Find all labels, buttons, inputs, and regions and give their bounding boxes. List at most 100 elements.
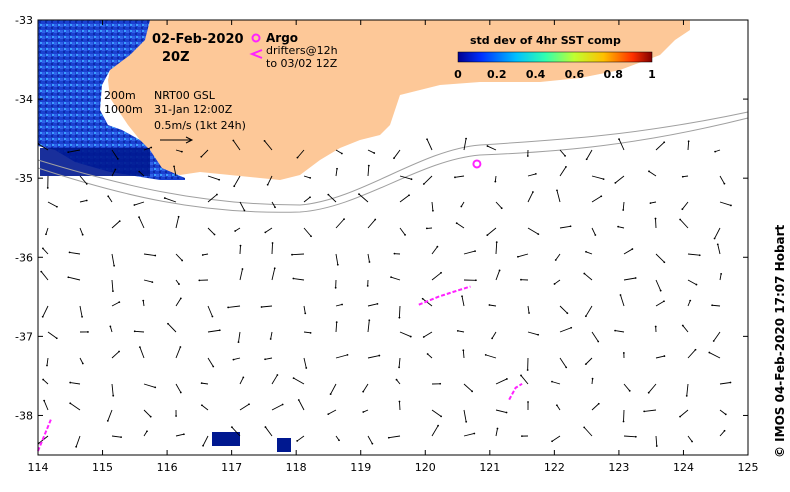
current-vector-head (112, 394, 115, 397)
current-vector (687, 435, 693, 442)
current-vector (687, 300, 691, 307)
x-tick-label: 119 (350, 461, 371, 474)
current-vector-head (181, 259, 184, 262)
current-vector-head (182, 433, 185, 436)
current-vector-head (81, 315, 83, 318)
x-tick-label: 115 (92, 461, 113, 474)
current-vector (75, 435, 81, 447)
current-vector (650, 201, 657, 204)
x-tick-label: 114 (28, 461, 49, 474)
current-vector-head (336, 263, 339, 266)
current-vector (111, 301, 120, 307)
current-vector (173, 166, 177, 177)
current-vector-head (276, 374, 279, 376)
current-vector (238, 331, 241, 343)
current-vector (207, 305, 213, 317)
current-vector-head (600, 195, 603, 198)
current-vector (79, 175, 88, 185)
current-vector (202, 435, 209, 446)
current-vector-head (685, 394, 688, 397)
current-vector-head (454, 176, 456, 179)
current-vector-head (622, 209, 625, 211)
current-vector (367, 303, 378, 307)
current-vector-head (242, 376, 245, 379)
current-vector (175, 253, 183, 261)
current-vector (111, 220, 121, 229)
current-vector-head (619, 294, 622, 296)
current-vector (719, 409, 727, 415)
current-vector-head (698, 254, 701, 257)
current-vector-head (439, 382, 442, 385)
current-vector-head (681, 208, 684, 211)
current-vector-head (112, 290, 114, 293)
current-vector-head (723, 182, 726, 185)
current-vector (431, 425, 439, 437)
current-vector (681, 201, 689, 210)
current-vector-head (69, 402, 72, 405)
current-vector-head (440, 271, 442, 274)
x-tick-label: 123 (608, 461, 629, 474)
current-vector-head (179, 297, 182, 300)
current-vector (644, 409, 657, 412)
current-vector (139, 346, 145, 359)
current-vector (143, 409, 152, 417)
current-vector (618, 138, 625, 151)
current-vector (142, 300, 145, 307)
y-tick-label: -35 (15, 172, 33, 185)
current-vector-head (106, 419, 109, 422)
colorbar-title: std dev of 4hr SST comp (470, 34, 621, 47)
current-vector (42, 379, 49, 385)
x-tick-label: 117 (221, 461, 242, 474)
current-vector-head (114, 168, 117, 171)
current-vector (551, 435, 561, 442)
current-vector-head (622, 352, 625, 354)
current-vector-head (393, 157, 395, 160)
current-vector (655, 141, 665, 151)
colorbar-tick-label: 0.2 (487, 68, 507, 81)
current-vector-head (520, 374, 522, 377)
isobath-200m (37, 111, 749, 206)
current-vector-head (46, 187, 49, 189)
y-tick-label: -37 (15, 330, 33, 343)
current-vector (655, 355, 665, 359)
current-vector (261, 305, 273, 308)
current-vector (495, 201, 503, 209)
current-vector-head (617, 225, 620, 228)
current-vector-head (591, 377, 594, 380)
current-vector-head (87, 331, 89, 333)
current-vector-head (432, 209, 434, 212)
y-tick-label: -34 (15, 93, 33, 106)
current-vector-head (173, 165, 175, 168)
current-vector (232, 140, 241, 151)
current-vector (111, 383, 114, 396)
current-vector (686, 383, 689, 396)
current-vector-head (398, 400, 401, 403)
map-date: 02-Feb-2020 (152, 32, 244, 47)
current-vector (47, 201, 58, 208)
current-vector-head (528, 312, 530, 314)
current-vector (175, 433, 184, 437)
current-vector-head (138, 170, 141, 173)
current-vector-head (551, 440, 553, 443)
current-vector (679, 409, 689, 417)
current-vector-head (142, 299, 145, 302)
current-vector (109, 326, 113, 333)
colorbar-tick-label: 0.8 (603, 68, 623, 81)
current-vector (335, 253, 339, 265)
current-vector-head (281, 403, 284, 406)
current-vector-head (305, 367, 308, 369)
current-vector-head (116, 157, 119, 160)
current-vector (303, 305, 306, 314)
current-vector-head (177, 215, 180, 218)
current-vector (38, 143, 49, 151)
depth-1000-label: 1000m (104, 103, 143, 116)
current-vector (143, 253, 156, 256)
map-time: 20Z (162, 50, 190, 65)
drifter-track (418, 285, 471, 306)
colorbar-ticks: 0 0.2 0.4 0.6 0.8 1 (454, 68, 656, 81)
current-vector (68, 149, 81, 153)
current-vector-head (335, 321, 338, 323)
current-vector (717, 244, 721, 255)
current-vector (714, 227, 721, 239)
current-vector-head (555, 404, 558, 407)
